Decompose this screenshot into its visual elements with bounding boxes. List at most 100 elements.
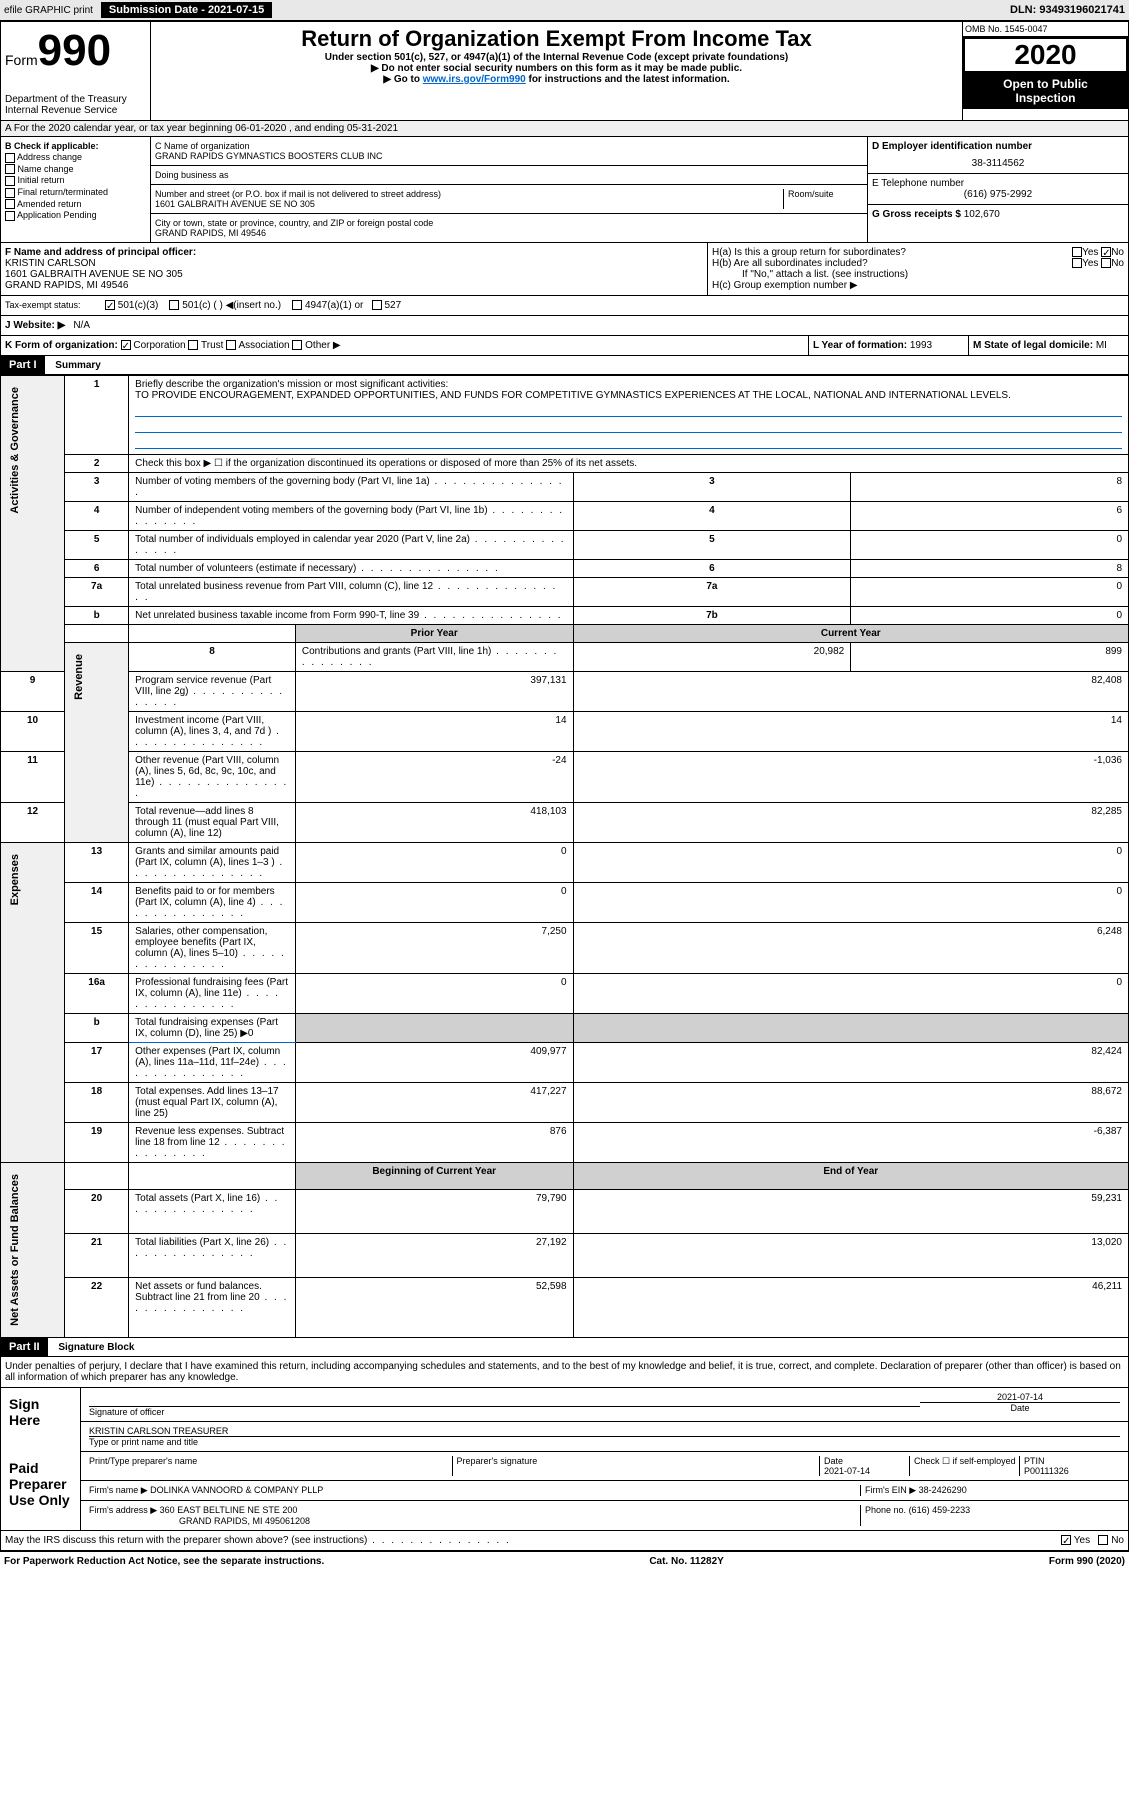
phone-label: E Telephone number: [872, 178, 1124, 189]
check-amended[interactable]: Amended return: [5, 199, 146, 210]
check-initial[interactable]: Initial return: [5, 175, 146, 186]
exp-row-16b: bTotal fundraising expenses (Part IX, co…: [1, 1014, 1129, 1043]
officer-addr1: 1601 GALBRAITH AVENUE SE NO 305: [5, 269, 703, 280]
page-footer: For Paperwork Reduction Act Notice, see …: [0, 1551, 1129, 1571]
check-corp[interactable]: [121, 340, 131, 350]
perjury-text: Under penalties of perjury, I declare th…: [0, 1357, 1129, 1388]
q2-text: Check this box ▶ ☐ if the organization d…: [129, 455, 1129, 473]
rev-row-10: 10Investment income (Part VIII, column (…: [1, 712, 1129, 752]
exp-row-17: 17Other expenses (Part IX, column (A), l…: [1, 1043, 1129, 1083]
discuss-yes[interactable]: [1061, 1535, 1071, 1545]
check-pending[interactable]: Application Pending: [5, 210, 146, 221]
city-label: City or town, state or province, country…: [155, 218, 863, 228]
check-4947[interactable]: [292, 300, 302, 310]
submission-date[interactable]: Submission Date - 2021-07-15: [101, 2, 272, 18]
side-governance: Activities & Governance: [7, 379, 23, 522]
discuss-no[interactable]: [1098, 1535, 1108, 1545]
firm-addr2: GRAND RAPIDS, MI 495061208: [89, 1516, 310, 1526]
part2-badge: Part II: [1, 1338, 48, 1356]
gov-row-4: 4Number of independent voting members of…: [1, 502, 1129, 531]
row-tax-exempt: Tax-exempt status: 501(c)(3) 501(c) ( ) …: [0, 296, 1129, 316]
check-final[interactable]: Final return/terminated: [5, 187, 146, 198]
check-assoc[interactable]: [226, 340, 236, 350]
gov-row-7a: 7aTotal unrelated business revenue from …: [1, 578, 1129, 607]
gov-row-3: 3Number of voting members of the governi…: [1, 473, 1129, 502]
officer-signed-name: KRISTIN CARLSON TREASURER: [89, 1426, 1120, 1437]
exp-row-16a: 16aProfessional fundraising fees (Part I…: [1, 974, 1129, 1014]
check-501c3[interactable]: [105, 300, 115, 310]
open-public: Open to Public: [1003, 77, 1088, 91]
l-label: L Year of formation:: [813, 340, 907, 351]
row-website: J Website: ▶ N/A: [0, 316, 1129, 336]
rev-row-11: 11Other revenue (Part VIII, column (A), …: [1, 752, 1129, 803]
firm-ein: 38-2426290: [919, 1485, 967, 1495]
firm-addr1: 360 EAST BELTLINE NE STE 200: [160, 1505, 298, 1515]
date-label2: Date: [824, 1456, 843, 1466]
officer-addr2: GRAND RAPIDS, MI 49546: [5, 280, 703, 291]
row-f-h: F Name and address of principal officer:…: [0, 243, 1129, 296]
exp-row-18: 18Total expenses. Add lines 13–17 (must …: [1, 1083, 1129, 1123]
ein-value: 38-3114562: [872, 158, 1124, 169]
subtitle-2: ▶ Do not enter social security numbers o…: [155, 63, 958, 74]
check-trust[interactable]: [188, 340, 198, 350]
main-info-block: B Check if applicable: Address change Na…: [0, 137, 1129, 243]
gov-row-6: 6Total number of volunteers (estimate if…: [1, 560, 1129, 578]
discuss-row: May the IRS discuss this return with the…: [0, 1531, 1129, 1551]
ptin-label: PTIN: [1024, 1456, 1045, 1466]
ptin: P00111326: [1024, 1466, 1069, 1476]
omb-number: OMB No. 1545-0047: [963, 22, 1128, 37]
check-501c[interactable]: [169, 300, 179, 310]
check-527[interactable]: [372, 300, 382, 310]
type-print-label: Type or print name and title: [89, 1437, 1120, 1447]
l-value: 1993: [910, 340, 932, 351]
firm-addr-label: Firm's address ▶: [89, 1505, 157, 1515]
net-row-22: 22Net assets or fund balances. Subtract …: [1, 1277, 1129, 1337]
sig-date: 2021-07-14: [920, 1392, 1120, 1402]
ein-label: D Employer identification number: [872, 141, 1124, 152]
exp-row-14: 14Benefits paid to or for members (Part …: [1, 883, 1129, 923]
check-other[interactable]: [292, 340, 302, 350]
form-number: 990: [38, 26, 111, 75]
hb-note: If "No," attach a list. (see instruction…: [712, 269, 1124, 280]
firm-name-label: Firm's name ▶: [89, 1485, 148, 1495]
signature-section: Sign Here Signature of officer 2021-07-1…: [0, 1388, 1129, 1531]
mission-text: TO PROVIDE ENCOURAGEMENT, EXPANDED OPPOR…: [135, 390, 1011, 401]
dln: DLN: 93493196021741: [1010, 4, 1125, 16]
summary-table: Activities & Governance 1 Briefly descri…: [0, 375, 1129, 1338]
check-name[interactable]: Name change: [5, 164, 146, 175]
firm-name: DOLINKA VANNOORD & COMPANY PLLP: [150, 1485, 323, 1495]
k-label: K Form of organization:: [5, 340, 118, 351]
check-address[interactable]: Address change: [5, 152, 146, 163]
website-value: N/A: [69, 316, 94, 335]
row-k: K Form of organization: Corporation Trus…: [0, 336, 1129, 356]
col-heads-row: Prior YearCurrent Year: [1, 625, 1129, 643]
sign-here-label: Sign Here: [1, 1388, 81, 1452]
ha-label: H(a) Is this a group return for subordin…: [712, 247, 906, 258]
m-label: M State of legal domicile:: [973, 340, 1093, 351]
date-label: Date: [920, 1402, 1120, 1413]
tax-year: 2020: [963, 37, 1128, 73]
gross-value: 102,670: [964, 209, 1000, 220]
goto-pre: ▶ Go to: [383, 74, 422, 85]
prep-phone: (616) 459-2233: [909, 1505, 971, 1515]
prep-phone-label: Phone no.: [865, 1505, 906, 1515]
exp-row-19: 19Revenue less expenses. Subtract line 1…: [1, 1123, 1129, 1163]
col-b-checkboxes: B Check if applicable: Address change Na…: [1, 137, 151, 242]
subtitle-1: Under section 501(c), 527, or 4947(a)(1)…: [155, 52, 958, 63]
side-netassets: Net Assets or Fund Balances: [7, 1166, 23, 1334]
dept-label: Department of the Treasury: [5, 94, 146, 105]
part1-header: Part I Summary: [0, 356, 1129, 375]
form990-link[interactable]: www.irs.gov/Form990: [423, 74, 526, 85]
firm-ein-label: Firm's EIN ▶: [865, 1485, 916, 1495]
street-address: 1601 GALBRAITH AVENUE SE NO 305: [155, 199, 783, 209]
side-expenses: Expenses: [7, 846, 23, 913]
side-revenue: Revenue: [71, 646, 87, 708]
discuss-text: May the IRS discuss this return with the…: [5, 1535, 1061, 1546]
part1-badge: Part I: [1, 356, 45, 374]
form-label: Form: [5, 52, 38, 68]
addr-label: Number and street (or P.O. box if mail i…: [155, 189, 783, 199]
c-name-label: C Name of organization: [155, 141, 863, 151]
part2-header: Part II Signature Block: [0, 1338, 1129, 1357]
footer-right: Form 990 (2020): [1049, 1556, 1125, 1567]
check-self: Check ☐ if self-employed: [910, 1456, 1020, 1476]
